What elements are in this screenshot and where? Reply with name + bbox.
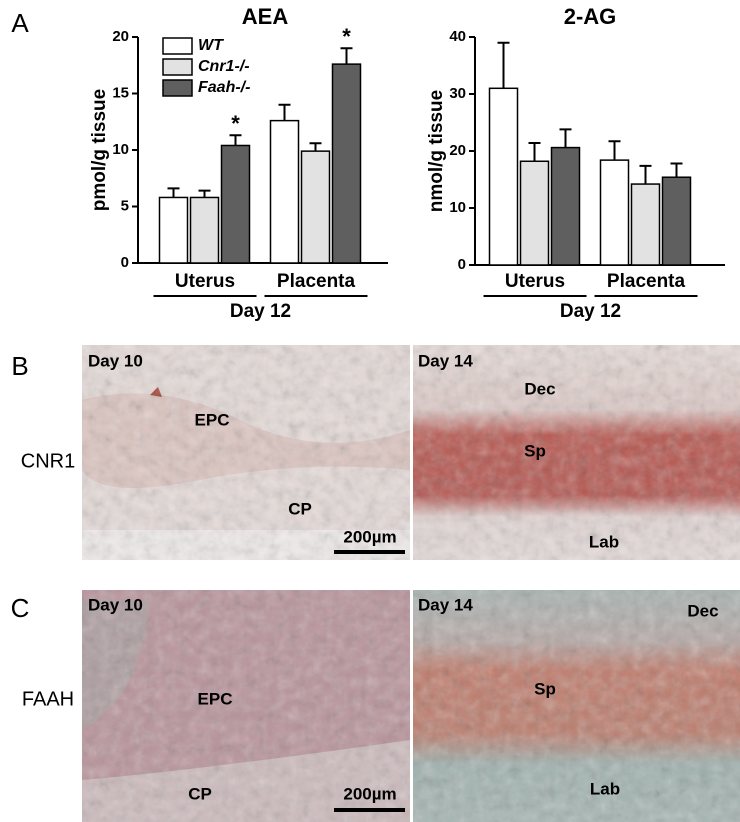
- micrograph: [82, 345, 410, 560]
- bar: [661, 176, 692, 266]
- panel-letter: C: [11, 593, 30, 623]
- error-bar: [167, 187, 180, 198]
- image-label: EPC: [195, 410, 230, 429]
- error-bar: [639, 164, 652, 185]
- y-tick-label: 20: [449, 142, 466, 159]
- y-tick-label: 10: [449, 199, 466, 216]
- bar: [519, 160, 550, 266]
- x-axis-label: Day 12: [230, 301, 291, 322]
- legend-swatch: [162, 37, 193, 55]
- x-tick-label: Placenta: [277, 271, 356, 292]
- error-bar: [497, 41, 510, 89]
- image-label: Sp: [534, 679, 556, 698]
- image-label: EPC: [198, 689, 233, 708]
- error-bar: [559, 128, 572, 148]
- image-label: Day 14: [418, 351, 473, 370]
- image-label: Day 10: [88, 595, 143, 614]
- x-tick-label: Uterus: [175, 271, 235, 292]
- bar: [300, 150, 331, 264]
- y-tick-label: 10: [112, 141, 129, 158]
- legend-swatch: [162, 58, 193, 76]
- bar: [488, 87, 519, 266]
- image-label: Day 10: [88, 351, 143, 370]
- image-label: Lab: [590, 779, 620, 798]
- y-tick-label: 40: [449, 28, 466, 45]
- x-tick-label: Placenta: [607, 271, 686, 292]
- image-label: CP: [288, 499, 312, 518]
- significance: *: [342, 24, 351, 49]
- bar: [189, 196, 220, 264]
- image-label: Dec: [687, 601, 718, 620]
- row-label: CNR1: [21, 450, 75, 472]
- bar: [630, 183, 661, 266]
- micrograph: [413, 590, 740, 822]
- error-bar: [670, 162, 683, 178]
- y-axis-label: pmol/g tissue: [89, 89, 110, 211]
- bar: [550, 146, 581, 266]
- bar: [269, 119, 300, 264]
- significance: *: [231, 111, 240, 136]
- micrograph: [413, 345, 740, 560]
- y-tick-label: 30: [449, 85, 466, 102]
- x-tick-label: Uterus: [505, 271, 565, 292]
- legend-label: WT: [198, 37, 224, 54]
- chart-title: AEA: [242, 4, 289, 29]
- legend-swatch: [162, 79, 193, 97]
- error-bar: [528, 142, 541, 162]
- error-bar: [608, 140, 621, 161]
- image-label: CP: [188, 784, 212, 803]
- micrograph: [82, 590, 410, 822]
- error-bar: [198, 189, 211, 198]
- panel-letter: B: [11, 351, 28, 381]
- y-tick-label: 5: [121, 197, 129, 214]
- y-tick-label: 0: [121, 254, 129, 271]
- error-bar: [278, 103, 291, 121]
- chart-title: 2-AG: [564, 4, 617, 29]
- bar: [158, 196, 189, 264]
- y-tick-label: 0: [458, 256, 466, 273]
- error-bar: [229, 134, 242, 146]
- y-tick-label: 20: [112, 28, 129, 45]
- y-tick-label: 15: [112, 84, 129, 101]
- image-label: Day 14: [418, 595, 473, 614]
- panel-letter: A: [11, 8, 29, 38]
- bar: [599, 159, 630, 266]
- image-label: Lab: [589, 532, 619, 551]
- error-bar: [340, 47, 353, 65]
- scale-label: 200µm: [343, 527, 396, 546]
- legend-label: Cnr1-/-: [198, 58, 250, 75]
- scale-label: 200µm: [343, 784, 396, 803]
- x-axis-label: Day 12: [560, 301, 621, 322]
- image-label: Sp: [524, 441, 546, 460]
- bar: [331, 63, 362, 264]
- bar: [220, 144, 251, 264]
- legend-label: Faah-/-: [198, 79, 250, 96]
- row-label: FAAH: [22, 688, 74, 710]
- image-label: Dec: [524, 379, 555, 398]
- y-axis-label: nmol/g tissue: [426, 90, 447, 212]
- error-bar: [309, 142, 322, 152]
